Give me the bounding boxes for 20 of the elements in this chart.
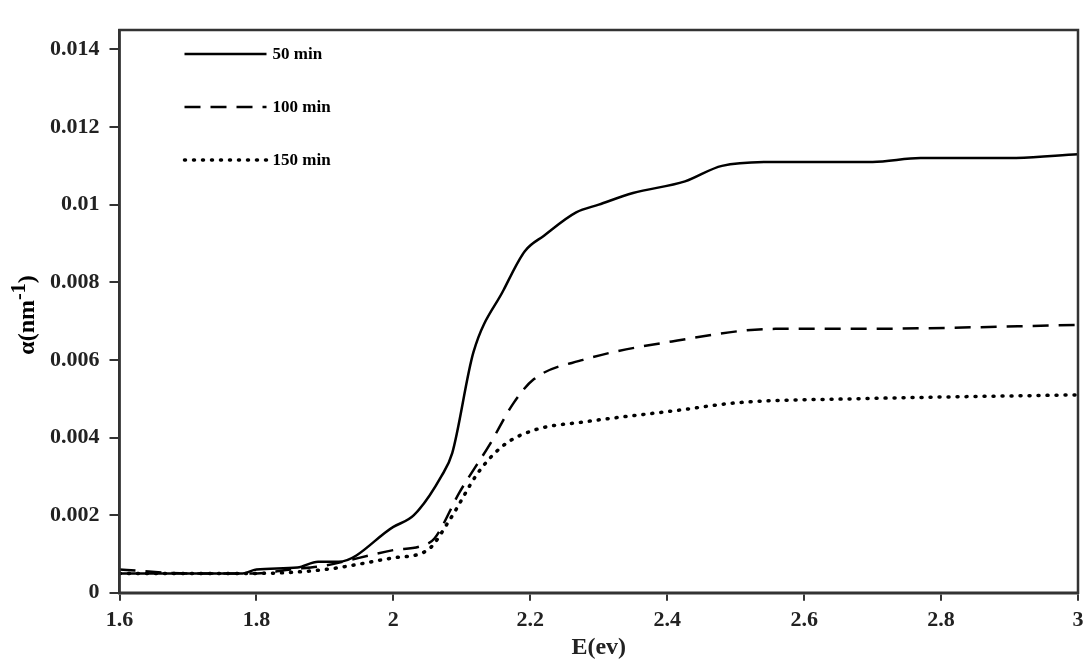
y-tick-label: 0.012 (50, 112, 100, 138)
x-tick-label: 2.8 (927, 605, 955, 631)
y-tick-label: 0.002 (50, 500, 100, 526)
y-tick-label: 0.014 (50, 35, 100, 61)
x-axis-title: E(ev) (571, 632, 627, 659)
legend-label: 50 min (272, 44, 323, 64)
x-tick-label: 2 (387, 605, 399, 631)
x-tick-label: 1.6 (105, 605, 134, 631)
y-tick-label: 0 (88, 578, 100, 604)
y-tick-label: 0.008 (50, 267, 100, 293)
x-tick-label: 2.2 (516, 605, 545, 631)
x-tick-label: 1.8 (242, 605, 271, 631)
y-tick-label: 0.004 (50, 423, 100, 449)
x-tick-label: 3 (1072, 605, 1084, 631)
legend-label: 100 min (272, 97, 332, 117)
legend-label: 150 min (272, 150, 332, 170)
x-tick-label: 2.6 (790, 605, 818, 631)
y-tick-label: 0.01 (61, 190, 100, 216)
x-tick-label: 2.4 (653, 605, 681, 631)
y-tick-label: 0.006 (50, 345, 100, 371)
